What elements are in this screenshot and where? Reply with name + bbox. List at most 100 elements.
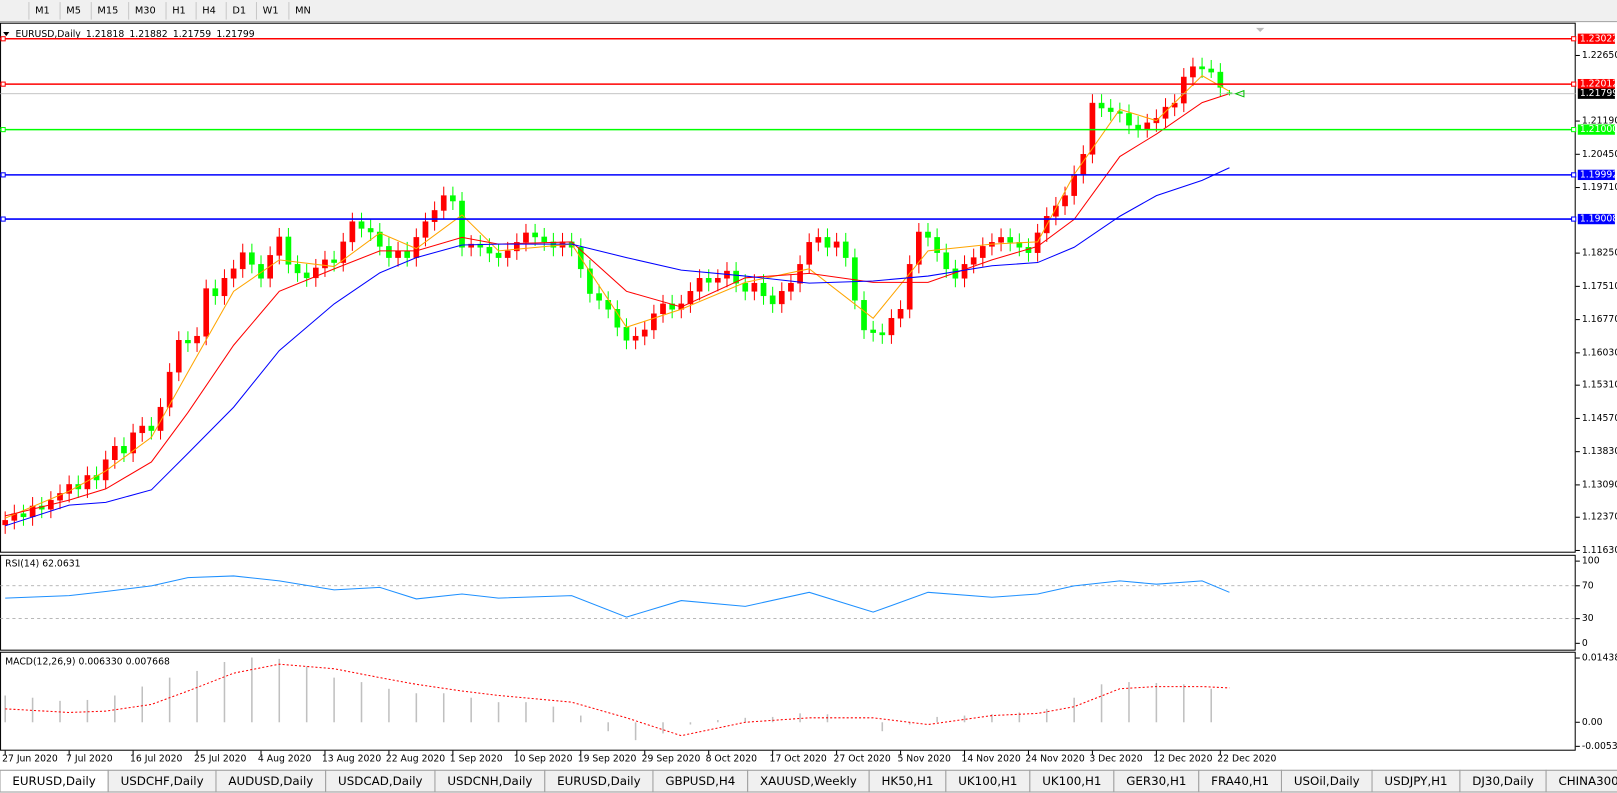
x-tick-label: 7 Jul 2020	[66, 753, 113, 764]
candle-body	[587, 268, 593, 294]
candle-body	[386, 246, 392, 258]
candle-body	[66, 484, 72, 494]
tab-label[interactable]: EURUSD,Daily	[12, 774, 95, 788]
chart-tab[interactable]: FRA40,H1	[1198, 769, 1282, 793]
level-anchor	[1571, 127, 1577, 133]
candle-body	[395, 250, 401, 258]
level-anchor	[1571, 36, 1577, 42]
candle-body	[760, 282, 767, 297]
candle-body	[1107, 107, 1114, 112]
indicator-line	[5, 167, 1230, 527]
tab-label[interactable]: USDCHF,Daily	[121, 774, 204, 788]
chart-tab[interactable]: UK100,H1	[1029, 769, 1115, 793]
y-tick-label: 1.11630	[1582, 545, 1617, 556]
level-price-box	[1577, 124, 1615, 135]
level-anchor	[0, 172, 6, 178]
level-anchor	[0, 216, 6, 222]
candle-body	[294, 264, 301, 274]
candle-body	[641, 329, 648, 337]
chart-tab[interactable]: USDCAD,Daily	[325, 769, 436, 793]
chart-tab[interactable]: UK100,H1	[945, 769, 1031, 793]
chart-tab[interactable]: GBPUSD,H4	[652, 769, 749, 793]
candle-body	[614, 309, 621, 328]
x-tick-label: 22 Aug 2020	[386, 753, 445, 764]
timeframe-label[interactable]: M30	[135, 5, 156, 16]
chart-tab[interactable]: USDJPY,H1	[1371, 769, 1461, 793]
timeframe-label[interactable]: MN	[295, 5, 311, 16]
timeframe-button[interactable]: M15	[90, 2, 118, 20]
candle-body	[879, 332, 886, 336]
timeframe-button[interactable]: MN	[288, 2, 311, 20]
chart-tab[interactable]: XAUUSD,Weekly	[747, 769, 870, 793]
tab-label[interactable]: XAUUSD,Weekly	[760, 774, 857, 788]
level-price-label: 1.22012	[1580, 79, 1617, 90]
tab-label[interactable]: UK100,H1	[1042, 774, 1101, 788]
tab-label[interactable]: FRA40,H1	[1211, 774, 1269, 788]
candle-body	[596, 293, 602, 301]
tab-label[interactable]: USDCAD,Daily	[338, 774, 423, 788]
tab-background[interactable]	[1545, 769, 1617, 793]
chart-tab[interactable]: USOil,Daily	[1280, 769, 1373, 793]
tab-label[interactable]: DJ30,Daily	[1472, 774, 1533, 788]
tab-label[interactable]: GER30,H1	[1126, 774, 1186, 788]
candle-body	[249, 252, 255, 265]
candle-body	[404, 250, 411, 258]
timeframe-button[interactable]: H4	[195, 2, 216, 20]
chart-tab[interactable]: DJ30,Daily	[1459, 769, 1547, 793]
tab-label[interactable]: USOil,Daily	[1294, 774, 1360, 788]
candle-body	[778, 291, 785, 305]
x-tick-label: 12 Dec 2020	[1153, 753, 1212, 764]
chart-tab[interactable]: EURUSD,Daily	[544, 769, 654, 793]
chart-tab[interactable]: GER30,H1	[1113, 769, 1200, 793]
timeframe-label[interactable]: H1	[172, 5, 186, 16]
timeframe-label[interactable]: W1	[263, 5, 279, 16]
timeframe-button[interactable]: M5	[59, 2, 81, 20]
chart-tab[interactable]: CHINA300,H1	[1545, 769, 1617, 793]
timeframe-button[interactable]: M30	[128, 2, 156, 20]
timeframe-button[interactable]: H1	[165, 2, 186, 20]
candle-body	[102, 459, 109, 481]
chart-tab[interactable]: AUDUSD,Daily	[215, 769, 327, 793]
y-tick-label: 100	[1582, 556, 1600, 567]
x-tick-label: 8 Oct 2020	[706, 753, 757, 764]
tab-label[interactable]: GBPUSD,H4	[665, 774, 735, 788]
timeframe-label[interactable]: M1	[35, 5, 50, 16]
timeframe-label[interactable]: H4	[202, 5, 216, 16]
price-arrow	[1234, 89, 1245, 98]
tab-label[interactable]: AUDUSD,Daily	[228, 774, 313, 788]
chart-tab[interactable]: USDCNH,Daily	[434, 769, 546, 793]
level-anchor	[0, 36, 6, 42]
tab-label[interactable]: EURUSD,Daily	[557, 774, 640, 788]
chart-tab[interactable]: EURUSD,Daily	[0, 769, 109, 793]
candle-body	[1126, 113, 1132, 126]
indicator-line	[5, 575, 1230, 618]
timeframe-button[interactable]: M1	[28, 2, 50, 20]
tab-label[interactable]: UK100,H1	[958, 774, 1017, 788]
chart-tab[interactable]: HK50,H1	[868, 769, 947, 793]
candle-body	[468, 243, 474, 248]
candle-body	[440, 195, 447, 211]
tab-label[interactable]: CHINA300,H1	[1558, 774, 1617, 788]
timeframe-button[interactable]: W1	[255, 2, 279, 20]
ohlc-open: 1.21818	[86, 29, 124, 40]
timeframe-button[interactable]: D1	[225, 2, 246, 20]
main-panel	[0, 22, 1576, 553]
candle-body	[852, 257, 858, 301]
candle-body	[751, 282, 758, 292]
chart-title: EURUSD,Daily 1.21818 1.21882 1.21759 1.21799	[16, 29, 255, 40]
candle-body	[1180, 76, 1187, 104]
chart-tab[interactable]: USDCHF,Daily	[107, 769, 217, 793]
candle-body	[888, 317, 895, 336]
candle-body	[1190, 66, 1196, 78]
tab-label[interactable]: USDCNH,Daily	[447, 774, 532, 788]
timeframe-label[interactable]: D1	[232, 5, 246, 16]
y-tick-label: 1.13090	[1582, 479, 1617, 490]
candle-body	[312, 267, 319, 279]
candle-body	[504, 250, 511, 258]
timeframe-label[interactable]: M15	[97, 5, 118, 16]
toolbar	[0, 0, 1617, 22]
timeframe-label[interactable]: M5	[66, 5, 81, 16]
candle-body	[623, 326, 630, 341]
tab-label[interactable]: HK50,H1	[882, 774, 934, 788]
tab-label[interactable]: USDJPY,H1	[1384, 774, 1447, 788]
